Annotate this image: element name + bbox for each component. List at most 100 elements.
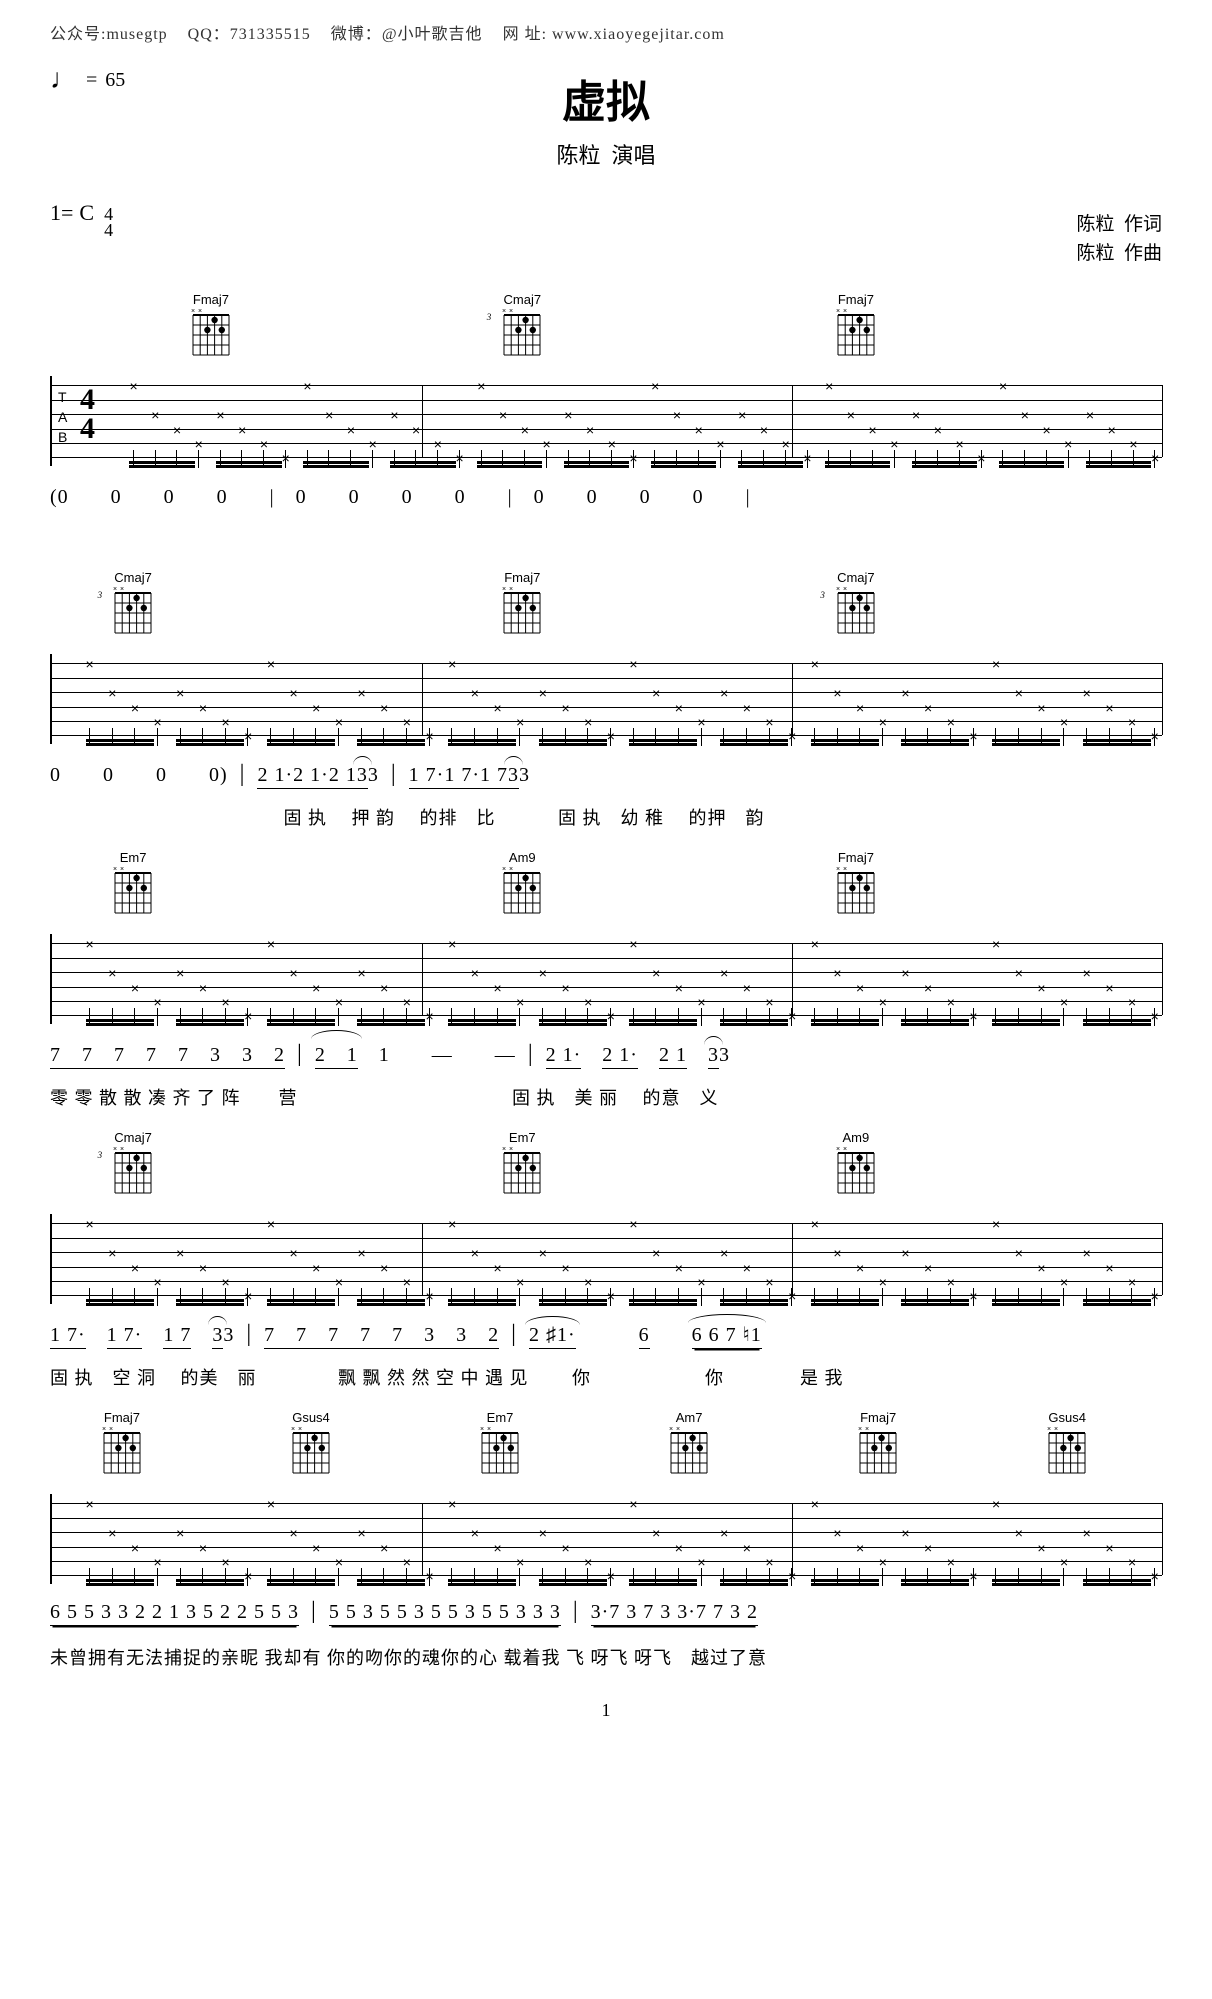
svg-text:×: × — [843, 309, 847, 315]
chord-row: Em7 × × Am9 — [50, 850, 1162, 930]
melody-row: 1 7· 1 7· 1 7 33|7 7 7 7 7 3 3 2|2 ♯1· 6… — [50, 1318, 1162, 1358]
weibo-label: 微博： — [331, 26, 382, 43]
svg-text:×: × — [502, 867, 506, 873]
wechat-label: 公众号: — [50, 26, 106, 43]
chord-name: Cmaj7 — [106, 570, 161, 585]
svg-text:×: × — [502, 309, 506, 315]
chord-row: Fmaj7 × × Gsus4 — [50, 1410, 1162, 1490]
staff-system: Em7 × × Am9 — [50, 850, 1162, 1110]
chord-name: Gsus4 — [1040, 1410, 1095, 1425]
melody-row: (0 0 0 0 | 0 0 0 0 | 0 0 0 0 | — [50, 480, 1162, 520]
chord-diagram: Fmaj7 × × — [183, 292, 238, 359]
chord-diagram: Fmaj7 × × — [495, 570, 550, 637]
chord-diagram: Cmaj7 3 × × — [828, 570, 883, 637]
svg-text:×: × — [836, 1147, 840, 1153]
melody-row: 7 7 7 7 7 3 3 2|2 1 1 — —|2 1· 2 1· 2 1 … — [50, 1038, 1162, 1078]
melody-row: 6 5 5 3 3 2 2 1 3 5 2 2 5 5 3|5 5 3 5 5 … — [50, 1598, 1162, 1638]
svg-text:×: × — [858, 1427, 862, 1433]
lyric-row — [50, 526, 1162, 550]
chord-name: Fmaj7 — [183, 292, 238, 307]
weibo: @小叶歌吉他 — [382, 26, 483, 43]
chord-diagram: Gsus4 × × — [1040, 1410, 1095, 1477]
chord-diagram: Em7 × × — [495, 1130, 550, 1197]
svg-text:×: × — [480, 1427, 484, 1433]
svg-text:×: × — [120, 587, 124, 593]
chord-diagram: Cmaj7 3 × × — [106, 570, 161, 637]
subtitle: 陈粒 演唱 — [50, 138, 1162, 170]
chord-row: Cmaj7 3 × × Em7 — [50, 1130, 1162, 1210]
chord-name: Em7 — [106, 850, 161, 865]
wechat: musegtp — [106, 26, 167, 43]
melody-row: 0 0 0 0)|2 1· 2 1· 2 1 33|1 7· 1 7· 1 7 … — [50, 758, 1162, 798]
chord-name: Fmaj7 — [94, 1410, 149, 1425]
page-number: 1 — [50, 1700, 1162, 1721]
svg-text:×: × — [843, 1147, 847, 1153]
tab-staff: ××××××××××××××××××××××××××××××××××××××××… — [50, 934, 1162, 1024]
svg-text:×: × — [865, 1427, 869, 1433]
chord-name: Fmaj7 — [828, 850, 883, 865]
lyric-row: 固 执 押 韵 的排 比 固 执 幼 稚 的押 韵 — [50, 804, 1162, 830]
chord-name: Cmaj7 — [495, 292, 550, 307]
chord-name: Am7 — [662, 1410, 717, 1425]
svg-text:×: × — [113, 867, 117, 873]
svg-text:×: × — [113, 587, 117, 593]
staff-system: Fmaj7 × × Cmaj7 3 — [50, 292, 1162, 550]
tab-staff: ××××××××××××××××××××××××××××××××××××××××… — [50, 1214, 1162, 1304]
qq: 731335515 — [230, 26, 311, 43]
chord-diagram: Fmaj7 × × — [851, 1410, 906, 1477]
chord-diagram: Fmaj7 × × — [828, 292, 883, 359]
svg-text:×: × — [298, 1427, 302, 1433]
title-block: 虚拟 陈粒 演唱 — [50, 66, 1162, 170]
chord-name: Em7 — [495, 1130, 550, 1145]
svg-text:×: × — [1054, 1427, 1058, 1433]
chord-name: Am9 — [495, 850, 550, 865]
chord-name: Fmaj7 — [828, 292, 883, 307]
staff-system: Cmaj7 3 × × Em7 — [50, 1130, 1162, 1390]
lyric-row: 零 零 散 散 凑 齐 了 阵 营 固 执 美 丽 的意 义 — [50, 1084, 1162, 1110]
song-title: 虚拟 — [50, 66, 1162, 130]
chord-name: Cmaj7 — [106, 1130, 161, 1145]
svg-text:×: × — [843, 867, 847, 873]
svg-text:×: × — [198, 309, 202, 315]
chord-diagram: Em7 × × — [473, 1410, 528, 1477]
chord-row: Fmaj7 × × Cmaj7 3 — [50, 292, 1162, 372]
chord-name: Fmaj7 — [851, 1410, 906, 1425]
svg-text:×: × — [191, 309, 195, 315]
svg-text:×: × — [502, 587, 506, 593]
staff-system: Fmaj7 × × Gsus4 — [50, 1410, 1162, 1670]
chord-name: Fmaj7 — [495, 570, 550, 585]
svg-text:×: × — [509, 1147, 513, 1153]
staff-system: Cmaj7 3 × × Fmaj7 — [50, 570, 1162, 830]
chord-diagram: Cmaj7 3 × × — [495, 292, 550, 359]
lyric-row: 固 执 空 洞 的美 丽 飘 飘 然 然 空 中 遇 见 你 你 是 我 — [50, 1364, 1162, 1390]
svg-text:×: × — [836, 309, 840, 315]
chord-name: Em7 — [473, 1410, 528, 1425]
svg-text:×: × — [487, 1427, 491, 1433]
chord-diagram: Em7 × × — [106, 850, 161, 917]
chord-name: Cmaj7 — [828, 570, 883, 585]
chord-diagram: Am9 × × — [828, 1130, 883, 1197]
chord-name: Gsus4 — [284, 1410, 339, 1425]
chord-row: Cmaj7 3 × × Fmaj7 — [50, 570, 1162, 650]
svg-text:×: × — [836, 867, 840, 873]
site-label: 网 址: — [503, 26, 547, 43]
tab-staff: TAB 44 ×××××××××××××××××××××××××××××××××… — [50, 376, 1162, 466]
svg-text:×: × — [120, 1147, 124, 1153]
header-bar: 公众号:musegtp QQ：731335515 微博：@小叶歌吉他 网 址: … — [50, 20, 1162, 44]
chord-diagram: Gsus4 × × — [284, 1410, 339, 1477]
svg-text:×: × — [509, 867, 513, 873]
credits: 陈粒 作词 陈粒 作曲 — [1076, 211, 1162, 268]
svg-text:×: × — [120, 867, 124, 873]
svg-text:×: × — [509, 309, 513, 315]
qq-label: QQ： — [188, 26, 230, 43]
lyric-row: 未曾拥有无法捕捉的亲昵 我却有 你的吻你的魂你的心 载着我 飞 呀飞 呀飞 越过… — [50, 1644, 1162, 1670]
tab-staff: ××××××××××××××××××××××××××××××××××××××××… — [50, 1494, 1162, 1584]
tab-staff: ××××××××××××××××××××××××××××××××××××××××… — [50, 654, 1162, 744]
chord-diagram: Fmaj7 × × — [94, 1410, 149, 1477]
site: www.xiaoyegejitar.com — [552, 26, 725, 43]
svg-text:×: × — [291, 1427, 295, 1433]
chord-name: Am9 — [828, 1130, 883, 1145]
chord-diagram: Am9 × × — [495, 850, 550, 917]
chord-diagram: Cmaj7 3 × × — [106, 1130, 161, 1197]
svg-text:×: × — [113, 1147, 117, 1153]
